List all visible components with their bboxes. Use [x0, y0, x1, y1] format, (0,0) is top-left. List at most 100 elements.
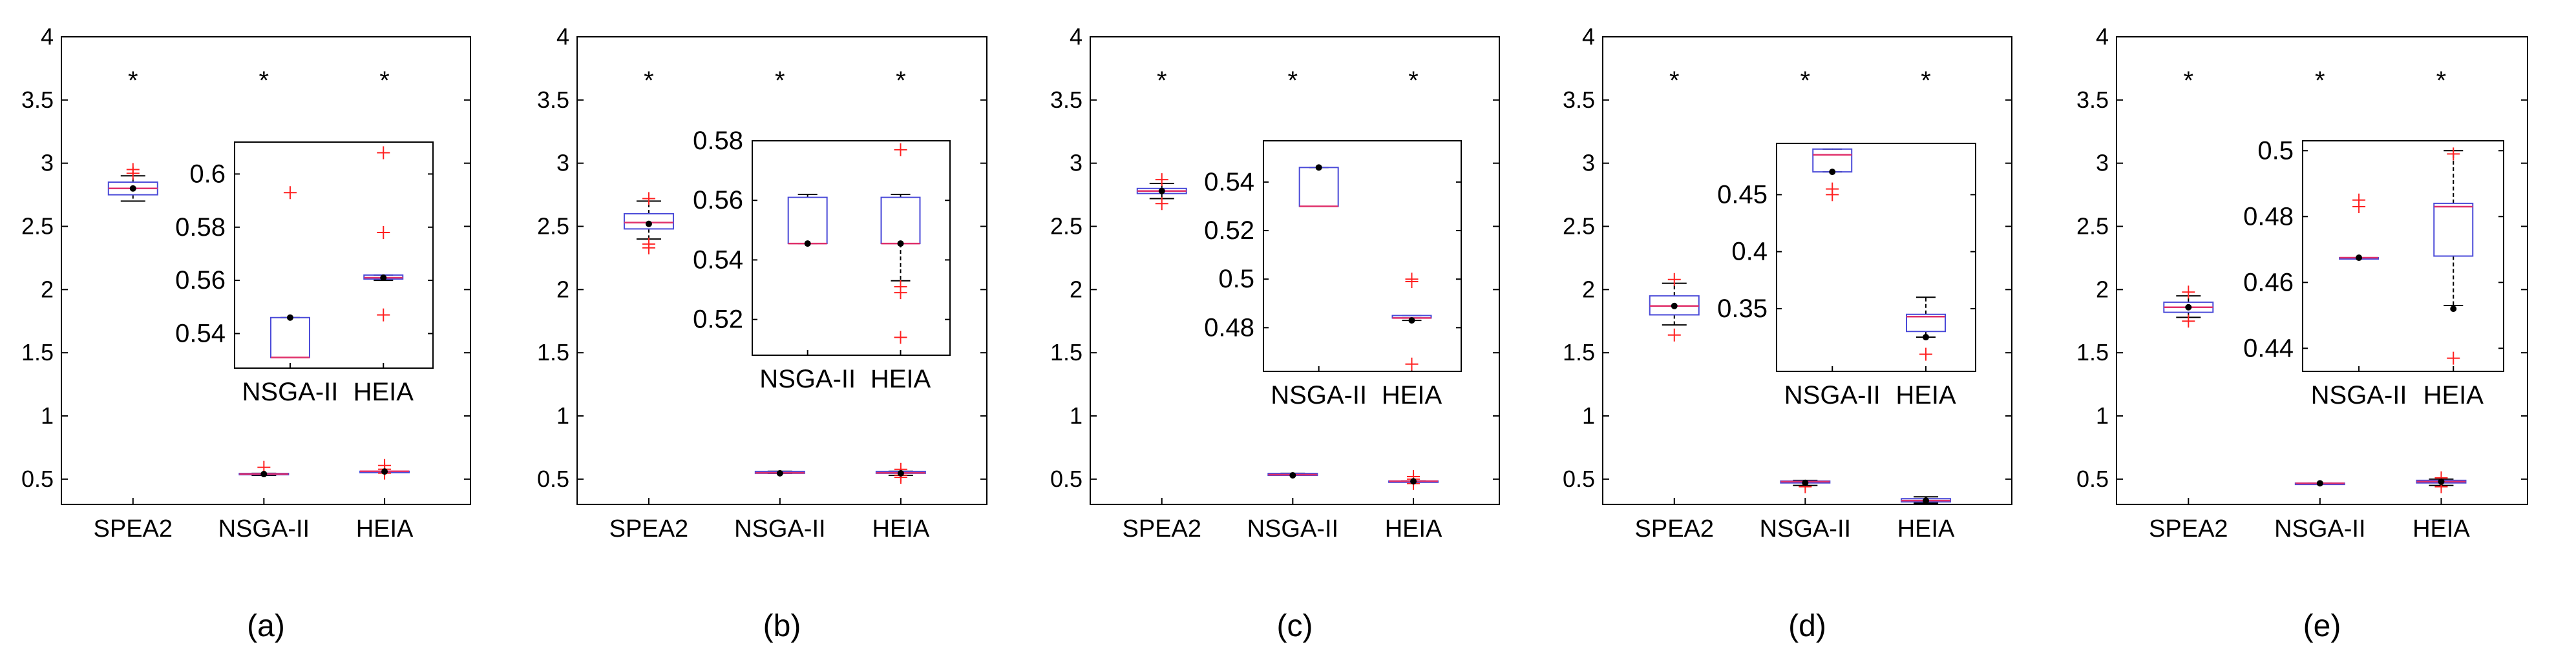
y-tick-label: 1 [1070, 402, 1082, 429]
box-nsga-ii-mean-marker [1289, 471, 1296, 479]
y-tick-label: 0.5 [537, 466, 569, 492]
inset-box-nsga-ii-outlier [2352, 200, 2366, 213]
significance-marker: * [128, 67, 138, 95]
box-spea2-mean-marker [1158, 187, 1165, 194]
y-tick-label: 3 [41, 150, 54, 176]
inset-box-heia-outlier [894, 143, 907, 156]
y-tick-label: 2 [556, 276, 569, 302]
significance-marker: * [2315, 67, 2325, 95]
significance-marker: * [1157, 67, 1167, 95]
box-spea2-mean-marker [645, 220, 652, 227]
x-tick-label: SPEA2 [609, 515, 689, 542]
y-tick-label: 0.5 [1050, 466, 1082, 492]
box-spea2-outlier [642, 192, 655, 205]
box-heia-mean-marker [1410, 478, 1417, 485]
y-tick-label: 3 [1582, 150, 1595, 176]
inset-y-tick-label: 0.56 [693, 186, 743, 214]
x-tick-label: SPEA2 [2149, 515, 2228, 542]
inset-y-tick-label: 0.45 [1717, 180, 1768, 209]
x-tick-label: SPEA2 [1123, 515, 1202, 542]
box-heia-mean-marker [897, 470, 904, 477]
inset-box-heia-box [2433, 202, 2474, 257]
inset-y-tick-label: 0.58 [693, 127, 743, 155]
y-tick-label: 3 [1070, 150, 1082, 176]
panel-label: (c) [1277, 609, 1313, 643]
y-tick-label: 2.5 [537, 213, 569, 240]
box-spea2-mean-marker [129, 185, 136, 192]
y-tick-label: 1 [556, 402, 569, 429]
inset-box-nsga-ii-mean-marker [286, 314, 293, 321]
inset-y-tick-label: 0.54 [1204, 168, 1254, 196]
inset-y-tick-label: 0.48 [2243, 202, 2294, 231]
inset-box-nsga-ii-mean-marker [2356, 254, 2363, 262]
y-tick-label: 1 [2096, 402, 2109, 429]
x-tick-label: HEIA [2412, 515, 2470, 542]
inset-frame [752, 140, 951, 356]
inset-box-heia-outlier [1405, 357, 1419, 371]
y-tick-label: 2 [1582, 276, 1595, 302]
inset-box-nsga-ii-outlier [283, 186, 297, 200]
box-spea2-outlier [1667, 273, 1681, 286]
significance-marker: * [259, 67, 269, 95]
panel-a: 0.511.522.533.54SPEA2*NSGA-II*HEIA*0.540… [21, 23, 471, 643]
x-tick-label: SPEA2 [1635, 515, 1715, 542]
y-tick-label: 3.5 [2076, 87, 2109, 113]
y-tick-label: 1.5 [21, 339, 54, 366]
inset-x-tick-label: NSGA-II [2311, 381, 2407, 409]
box-spea2-outlier [1667, 328, 1681, 342]
significance-marker: * [896, 67, 906, 95]
box-nsga-ii-mean-marker [2316, 480, 2323, 487]
inset-y-tick-label: 0.52 [1204, 216, 1254, 245]
y-tick-label: 1.5 [1050, 339, 1082, 366]
inset-plot: 0.54 0.56 0.58 0.6 NSGA-II HEIA [175, 141, 434, 406]
panel-b: 0.511.522.533.54SPEA2*NSGA-II*HEIA*0.520… [537, 23, 987, 643]
significance-marker: * [379, 67, 390, 95]
inset-x-tick-label: HEIA [1895, 381, 1956, 409]
inset-x-tick-label: NSGA-II [242, 378, 339, 406]
inset-box-heia-outlier [377, 146, 390, 160]
y-tick-label: 2 [1070, 276, 1082, 302]
axes-frame [2116, 36, 2528, 505]
y-tick-label: 1 [41, 402, 54, 429]
x-tick-label: NSGA-II [2274, 515, 2365, 542]
significance-marker: * [2184, 67, 2194, 95]
panel-label: (a) [247, 609, 285, 643]
y-tick-label: 0.5 [1563, 466, 1595, 492]
inset-box-heia-outlier [2447, 147, 2460, 161]
inset-box-heia-box [1906, 313, 1946, 333]
inset-y-tick-label: 0.35 [1717, 294, 1768, 323]
x-tick-label: NSGA-II [1247, 515, 1338, 542]
x-tick-label: NSGA-II [734, 515, 825, 542]
inset-box-heia-outlier [894, 286, 907, 300]
box-heia-mean-marker [381, 468, 388, 475]
box-spea2-outlier [1155, 173, 1168, 187]
inset-y-tick-label: 0.46 [2243, 268, 2294, 296]
inset-box-nsga-ii-mean-marker [1315, 164, 1322, 171]
inset-box-heia-outlier [1405, 274, 1419, 288]
axes-frame [61, 36, 471, 505]
inset-box-heia-outlier [2447, 351, 2460, 365]
inset-y-tick-label: 0.5 [1218, 265, 1254, 293]
inset-plot: 0.52 0.54 0.56 0.58 NSGA-II HEIA [693, 127, 951, 393]
significance-marker: * [644, 67, 654, 95]
inset-frame [1776, 143, 1976, 372]
axes-frame [576, 36, 987, 505]
inset-frame [1263, 140, 1462, 372]
box-spea2-outlier [126, 167, 140, 180]
significance-marker: * [1288, 67, 1298, 95]
box-spea2-box [623, 212, 674, 230]
significance-marker: * [775, 67, 785, 95]
inset-box-nsga-ii-outlier [1826, 188, 1839, 202]
inset-x-tick-label: NSGA-II [759, 365, 856, 393]
y-tick-label: 2 [2096, 276, 2109, 302]
panel-d: 0.511.522.533.54SPEA2*NSGA-II*HEIA*0.350… [1563, 23, 2012, 643]
box-heia-mean-marker [1923, 497, 1930, 504]
axes-frame [1602, 36, 2012, 505]
inset-x-tick-label: NSGA-II [1784, 381, 1881, 409]
y-tick-label: 2.5 [1563, 213, 1595, 240]
y-tick-label: 3.5 [1563, 87, 1595, 113]
inset-x-tick-label: HEIA [871, 365, 931, 393]
inset-box-nsga-ii-mean-marker [804, 240, 811, 247]
x-tick-label: HEIA [872, 515, 930, 542]
